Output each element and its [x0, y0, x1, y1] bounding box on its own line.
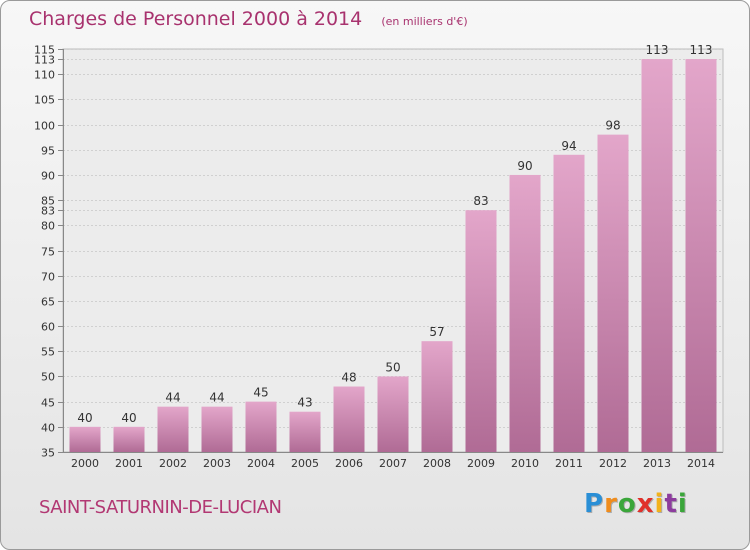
- x-tick-label: 2004: [247, 457, 275, 470]
- gridlines: [63, 49, 723, 453]
- value-label: 113: [646, 43, 669, 57]
- x-tick-label: 2005: [291, 457, 319, 470]
- bar-2012: [597, 134, 629, 452]
- x-axis: 2000 2001 2002 2003 2004 2005 2006 2007 2008 2009…: [63, 452, 723, 470]
- bar-2009: [465, 210, 497, 452]
- logo-letter: t: [664, 489, 678, 519]
- chart-subtitle: (en milliers d'€): [381, 15, 468, 28]
- x-tick-label: 2002: [159, 457, 187, 470]
- y-tick-label: 83: [41, 205, 55, 218]
- bars: [69, 59, 717, 452]
- logo-letter: i: [654, 489, 665, 519]
- bar-2004: [245, 401, 277, 452]
- x-tick-label: 2010: [511, 457, 539, 470]
- town-name: SAINT-SATURNIN-DE-LUCIAN: [39, 497, 282, 518]
- bar-2007: [377, 376, 409, 452]
- x-tick-label: 2000: [71, 457, 99, 470]
- value-labels: 40 40 44 44 45 43 48 50 57 83 90 94 98 113 113: [77, 43, 712, 425]
- x-tick-label: 2011: [555, 457, 583, 470]
- y-tick-label: 35: [41, 447, 55, 460]
- value-label: 50: [385, 360, 400, 374]
- x-tick-label: 2001: [115, 457, 143, 470]
- value-label: 40: [121, 411, 136, 425]
- bar-2002: [157, 406, 189, 452]
- x-tick-label: 2009: [467, 457, 495, 470]
- y-tick-label: 75: [41, 246, 55, 259]
- value-label: 45: [253, 386, 268, 400]
- y-tick-label: 95: [41, 145, 55, 158]
- y-tick-label: 60: [41, 321, 55, 334]
- y-tick-label: 115: [34, 44, 55, 57]
- bar-2014: [685, 59, 717, 452]
- logo-letter: x: [636, 489, 655, 519]
- logo-letter: r: [604, 489, 618, 519]
- value-label: 40: [77, 411, 92, 425]
- y-tick-label: 105: [34, 94, 55, 107]
- x-tick-label: 2003: [203, 457, 231, 470]
- title-row: Charges de Personnel 2000 à 2014 (en mil…: [29, 8, 468, 30]
- logo-letter: i: [677, 489, 688, 519]
- y-tick-label: 65: [41, 296, 55, 309]
- bar-2003: [201, 406, 233, 452]
- bar-2013: [641, 59, 673, 452]
- x-tick-label: 2014: [687, 457, 715, 470]
- value-label: 90: [517, 159, 532, 173]
- y-tick-label: 100: [34, 120, 55, 133]
- bar-2010: [509, 174, 541, 452]
- y-tick-label: 113: [34, 54, 55, 67]
- x-tick-label: 2008: [423, 457, 451, 470]
- y-tick-label: 80: [41, 220, 55, 233]
- y-tick-label: 85: [41, 195, 55, 208]
- bar-2000: [69, 426, 101, 452]
- value-label: 48: [341, 371, 356, 385]
- value-label: 94: [561, 139, 576, 153]
- y-tick-label: 40: [41, 422, 55, 435]
- bar-2005: [289, 411, 321, 452]
- chart-title: Charges de Personnel 2000 à 2014: [29, 8, 363, 30]
- y-tick-label: 90: [41, 170, 55, 183]
- x-tick-label: 2012: [599, 457, 627, 470]
- x-tick-label: 2007: [379, 457, 407, 470]
- y-tick-label: 45: [41, 397, 55, 410]
- y-tick-label: 55: [41, 346, 55, 359]
- value-label: 83: [473, 194, 488, 208]
- value-label: 44: [165, 391, 180, 405]
- bar-2001: [113, 426, 145, 452]
- bar-2008: [421, 341, 453, 452]
- proxiti-logo: Proxiti: [584, 489, 688, 519]
- logo-letter: P: [584, 489, 605, 519]
- bar-2006: [333, 386, 365, 452]
- y-tick-label: 50: [41, 371, 55, 384]
- value-label: 98: [605, 119, 620, 133]
- value-label: 57: [429, 325, 444, 339]
- y-tick-label: 110: [34, 69, 55, 82]
- bar-2011: [553, 154, 585, 452]
- y-tick-label: 70: [41, 271, 55, 284]
- x-tick-label: 2013: [643, 457, 671, 470]
- value-label: 113: [690, 43, 713, 57]
- x-tick-label: 2006: [335, 457, 363, 470]
- value-label: 43: [297, 396, 312, 410]
- logo-letter: o: [617, 489, 637, 519]
- value-label: 44: [209, 391, 224, 405]
